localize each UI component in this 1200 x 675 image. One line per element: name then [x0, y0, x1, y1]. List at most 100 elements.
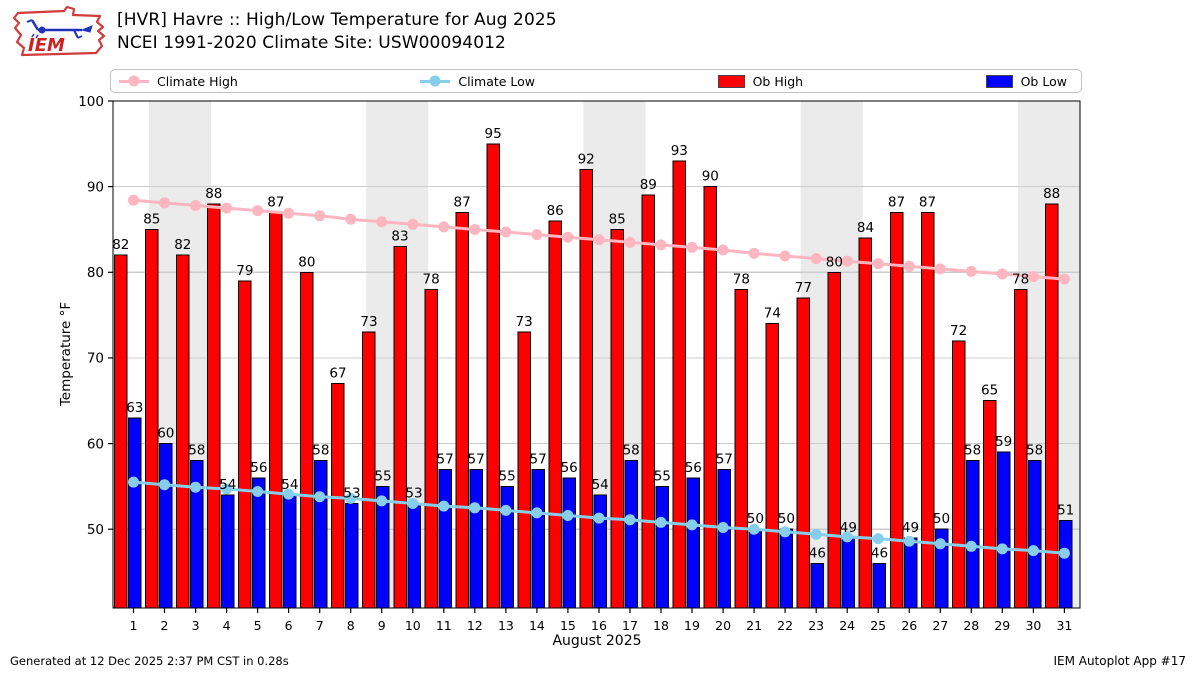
climate-high-line-marker — [252, 205, 264, 217]
ob-low-value-label: 58 — [623, 443, 640, 459]
y-tick-label: 90 — [87, 179, 104, 195]
climate-high-line-marker — [872, 258, 884, 270]
ob-low-value-label: 54 — [219, 477, 236, 493]
ob-low-bar — [748, 528, 763, 609]
ob-high-bar — [300, 271, 314, 609]
climate-high-line-marker — [748, 247, 760, 259]
ob-high-value-label: 87 — [888, 194, 905, 210]
x-tick-label: 6 — [285, 618, 293, 633]
climate-high-line-marker — [903, 260, 915, 272]
ob-high-bar — [424, 288, 438, 609]
ob-low-value-label: 63 — [126, 400, 143, 416]
ob-low-value-label: 50 — [778, 511, 795, 527]
climate-low-line-marker — [190, 481, 202, 493]
climate-high-line-marker — [655, 239, 667, 251]
y-axis-title: Temperature °F — [58, 301, 74, 407]
ob-high-bar — [517, 331, 531, 609]
x-tick-label: 12 — [467, 618, 483, 633]
ob-high-value-label: 72 — [950, 323, 967, 339]
climate-low-line-marker — [965, 540, 977, 552]
ob-high-bar — [145, 229, 159, 609]
ob-low-bar — [345, 503, 359, 609]
ob-low-bar — [500, 485, 514, 609]
ob-low-bar — [407, 503, 421, 609]
y-tick-label: 100 — [78, 94, 104, 110]
ob-high-bar — [331, 383, 345, 609]
x-tick-label: 4 — [223, 618, 231, 633]
ob-high-value-label: 65 — [981, 383, 998, 399]
ob-low-bar — [686, 477, 700, 609]
ob-high-value-label: 78 — [1012, 271, 1029, 287]
climate-low-line-marker — [345, 492, 357, 504]
climate-low-line-marker — [128, 476, 139, 488]
climate-low-line-marker — [531, 507, 543, 519]
climate-low-line-marker — [1027, 545, 1039, 557]
ob-high-value-label: 92 — [578, 152, 595, 168]
ob-low-value-label: 49 — [840, 520, 857, 536]
ob-high-bar — [176, 254, 190, 609]
ob-low-patch-swatch — [985, 74, 1013, 88]
x-tick-label: 10 — [405, 618, 421, 633]
climate-high-line-marker — [407, 218, 419, 230]
x-tick-label: 22 — [777, 618, 793, 633]
ob-low-bar — [810, 563, 825, 609]
climate-low-line-marker — [779, 526, 791, 538]
ob-high-value-label: 86 — [547, 203, 564, 219]
generated-timestamp: Generated at 12 Dec 2025 2:37 PM CST in … — [10, 654, 289, 668]
climate-low-line-marker — [686, 519, 698, 531]
x-tick-label: 13 — [498, 618, 514, 633]
climate-low-line-marker — [314, 491, 326, 503]
ob-low-value-label: 57 — [437, 451, 454, 467]
climate-high-line-marker — [283, 207, 295, 219]
ob-low-value-label: 54 — [592, 477, 609, 493]
iem-logo-text: IEM — [28, 35, 65, 56]
legend-label: Climate Low — [458, 73, 536, 89]
ob-high-bar — [982, 400, 997, 609]
ob-low-value-label: 58 — [964, 443, 981, 459]
ob-low-bar — [283, 494, 297, 609]
climate-high-line-marker — [531, 229, 543, 241]
climate-low-line-marker — [593, 512, 605, 524]
ob-low-value-label: 58 — [1026, 443, 1043, 459]
x-tick-label: 21 — [746, 618, 762, 633]
plot-border — [112, 100, 1081, 609]
climate-high-marker-icon — [128, 75, 140, 87]
ob-low-value-label: 49 — [902, 520, 919, 536]
x-tick-label: 31 — [1056, 618, 1072, 633]
ob-low-value-label: 56 — [561, 460, 578, 476]
climate-low-line-marker — [996, 543, 1008, 555]
ob-high-value-label: 67 — [329, 366, 346, 382]
ob-high-value-label: 79 — [236, 263, 253, 279]
ob-low-value-label: 51 — [1057, 503, 1074, 519]
ob-high-value-label: 80 — [298, 254, 315, 270]
legend-entry-ob-high: Ob High — [717, 73, 804, 89]
ob-low-value-label: 46 — [871, 546, 888, 562]
climate-low-line-swatch — [420, 75, 451, 87]
climate-low-line-marker — [934, 538, 946, 550]
climate-low-line-marker — [283, 488, 295, 500]
climate-high-line-marker — [624, 236, 636, 248]
y-tick-label: 80 — [87, 265, 104, 281]
climate-high-line-marker — [593, 234, 605, 246]
climate-low-line-marker — [376, 495, 388, 507]
climate-high-line-marker — [190, 200, 202, 211]
legend-label: Ob High — [752, 73, 804, 89]
climate-high-line-marker — [934, 263, 946, 275]
ob-low-value-label: 58 — [188, 443, 205, 459]
ob-low-bar — [128, 417, 142, 609]
page-subtitle: NCEI 1991-2020 Climate Site: USW00094012 — [117, 33, 506, 53]
climate-low-line-marker — [841, 531, 853, 543]
climate-high-line-marker — [779, 250, 791, 262]
ob-low-value-label: 57 — [716, 451, 733, 467]
x-tick-label: 18 — [653, 618, 669, 633]
ob-high-value-label: 82 — [112, 237, 129, 253]
ob-high-value-label: 95 — [485, 126, 502, 142]
ob-high-bar — [579, 169, 593, 609]
legend-label: Ob Low — [1020, 73, 1067, 89]
ob-low-bar — [252, 477, 266, 609]
ob-high-bar — [920, 211, 935, 609]
climate-low-line-marker — [159, 479, 170, 491]
climate-low-line-marker — [407, 498, 419, 509]
